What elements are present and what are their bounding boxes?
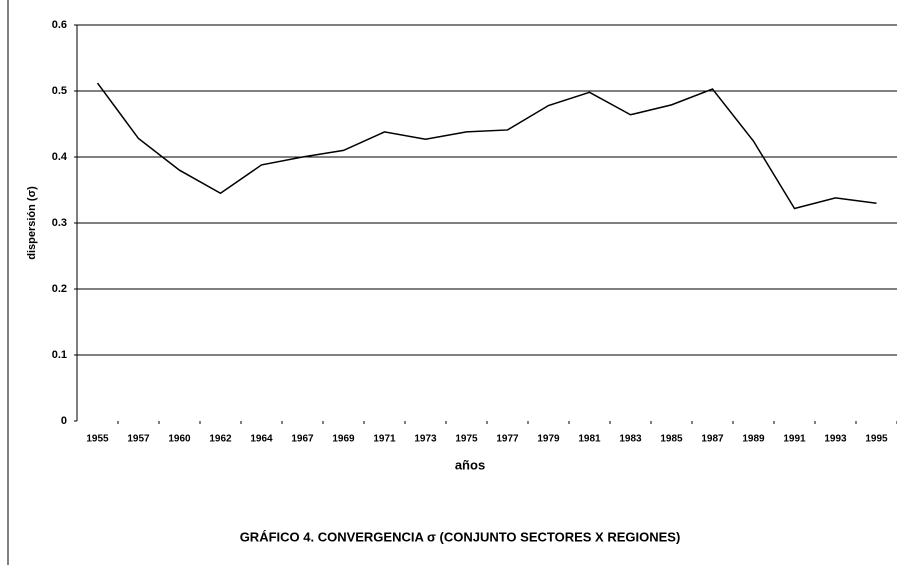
y-tick-label: 0.2 <box>52 283 67 295</box>
y-tick-label: 0.1 <box>52 349 67 361</box>
x-tick-label: 1993 <box>824 434 847 445</box>
x-tick-label: 1955 <box>86 434 109 445</box>
x-tick-label: 1983 <box>619 434 642 445</box>
y-tick-label: 0.5 <box>52 85 67 97</box>
x-tick-label: 1989 <box>742 434 765 445</box>
y-axis-title: dispersión (σ) <box>26 186 38 260</box>
x-tick-label: 1981 <box>578 434 601 445</box>
y-tick-label: 0 <box>61 415 67 427</box>
x-tick-label: 1973 <box>414 434 437 445</box>
x-tick-label: 1977 <box>496 434 519 445</box>
x-axis-title: años <box>455 457 485 472</box>
x-tick-label: 1957 <box>127 434 150 445</box>
data-line <box>96 82 877 210</box>
y-tick-label: 0.3 <box>52 217 67 229</box>
x-tick-label: 1995 <box>865 434 888 445</box>
x-tick-label: 1975 <box>455 434 478 445</box>
x-tick-label: 1964 <box>250 434 273 445</box>
x-tick-label: 1971 <box>373 434 396 445</box>
x-tick-label: 1991 <box>783 434 806 445</box>
chart-title: GRÁFICO 4. CONVERGENCIA σ (CONJUNTO SECT… <box>240 529 681 544</box>
x-tick-label: 1969 <box>332 434 355 445</box>
x-tick-label: 1967 <box>291 434 314 445</box>
y-tick-label: 0.4 <box>52 151 68 163</box>
y-tick-label: 0.6 <box>52 19 67 31</box>
x-tick-label: 1987 <box>701 434 724 445</box>
x-tick-label: 1962 <box>209 434 232 445</box>
x-tick-label: 1985 <box>660 434 683 445</box>
x-tick-label: 1979 <box>537 434 560 445</box>
x-tick-label: 1960 <box>168 434 191 445</box>
